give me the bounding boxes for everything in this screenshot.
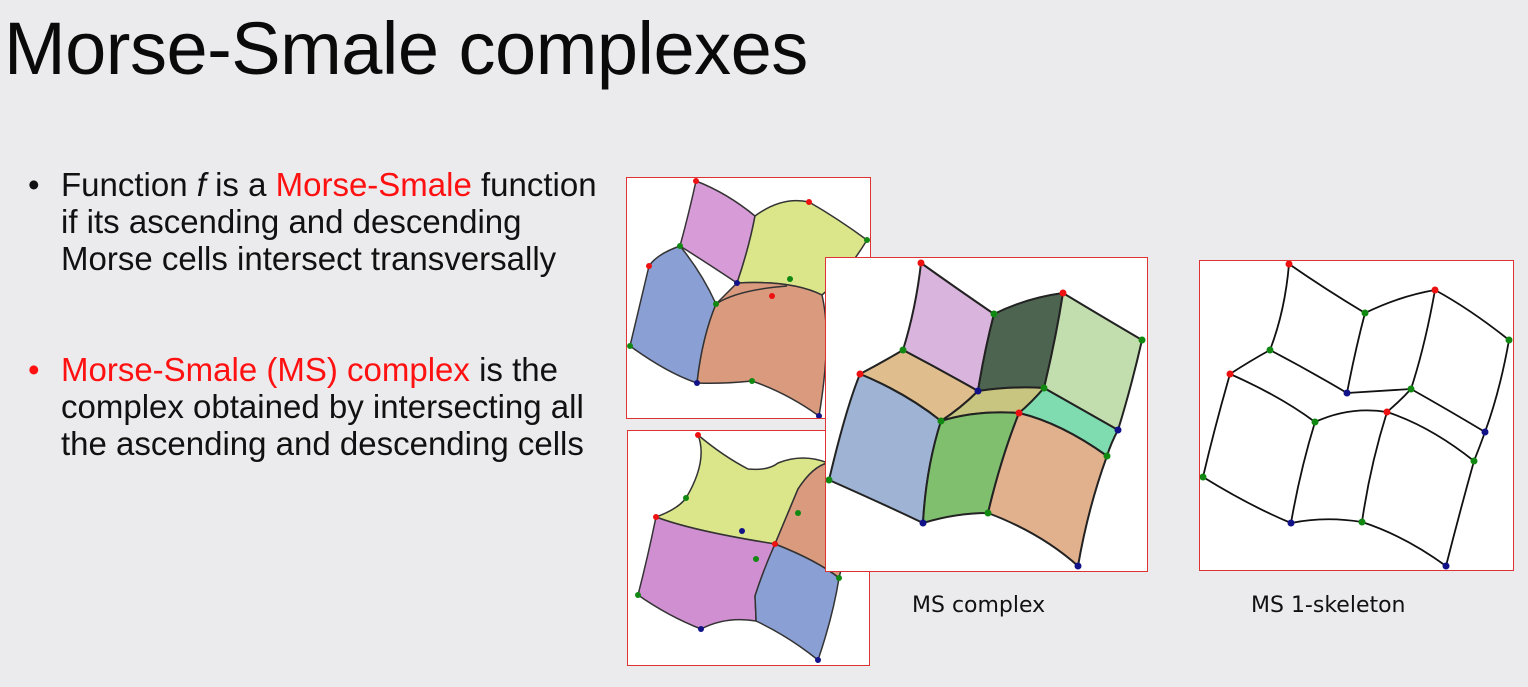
bullet-morse-smale-function: • Function f is a Morse-Smale function i…	[28, 166, 598, 277]
saddle-point	[826, 476, 833, 484]
maximum-point	[772, 541, 778, 547]
bullet1-mid: is a	[205, 166, 276, 203]
maximum-point	[1059, 289, 1067, 297]
maximum-point	[806, 199, 812, 205]
maximum-point	[695, 432, 701, 438]
bullet-marker: •	[28, 351, 40, 388]
ms-complex-caption: MS complex	[912, 593, 1046, 618]
maximum-point	[1431, 286, 1439, 294]
bullet-ms-complex: • Morse-Smale (MS) complex is the comple…	[28, 351, 598, 462]
bullet1-highlight: Morse-Smale	[275, 166, 472, 203]
maximum-point	[1285, 261, 1293, 268]
bullet1-pre: Function	[61, 166, 197, 203]
minimum-point	[815, 657, 821, 663]
ms-skeleton-figure	[1200, 261, 1513, 570]
saddle-point	[677, 243, 683, 249]
minimum-point	[1287, 519, 1295, 527]
saddle-point	[713, 301, 719, 307]
maximum-point	[856, 370, 864, 378]
saddle-point	[753, 556, 759, 562]
minimum-point	[1074, 562, 1082, 570]
bullet1-var: f	[196, 166, 206, 203]
cell-blue	[754, 543, 840, 662]
bullet2-post: is the complex obtained by intersecting …	[61, 351, 584, 462]
slide-title: Morse-Smale complexes	[4, 7, 808, 90]
maximum-point	[1015, 409, 1023, 417]
minimum-point	[698, 626, 704, 632]
maximum-point	[1383, 408, 1391, 416]
saddle-point	[899, 346, 907, 354]
bullet-marker: •	[28, 166, 40, 203]
saddle-point	[1266, 346, 1274, 354]
saddle-point	[1103, 452, 1111, 460]
saddle-point	[1200, 473, 1207, 481]
maximum-point	[646, 263, 652, 269]
saddle-point	[1505, 336, 1513, 344]
maximum-point	[769, 293, 775, 299]
minimum-point	[739, 528, 745, 534]
saddle-point	[1407, 385, 1415, 393]
ms-skeleton-panel	[1199, 260, 1514, 571]
bullet-list: • Function f is a Morse-Smale function i…	[28, 166, 598, 462]
saddle-point	[683, 495, 689, 501]
saddle-point	[864, 237, 870, 243]
saddle-point	[984, 509, 992, 517]
maximum-point	[693, 178, 699, 184]
descending-cells-figure	[635, 432, 857, 663]
saddle-point	[1361, 309, 1369, 317]
maximum-point	[653, 514, 659, 520]
saddle-point	[937, 417, 945, 425]
ms-complex-panel	[825, 257, 1148, 572]
ms-complex-figure	[826, 259, 1146, 570]
saddle-point	[836, 575, 842, 581]
saddle-point	[1138, 336, 1146, 344]
saddle-point	[1470, 457, 1478, 465]
minimum-point	[734, 280, 740, 286]
saddle-point	[795, 510, 801, 516]
saddle-point	[1358, 518, 1366, 526]
saddle-point	[990, 310, 998, 318]
saddle-point	[627, 343, 633, 349]
saddle-point	[635, 592, 641, 598]
maximum-point	[917, 259, 925, 267]
saddle-point	[1311, 418, 1319, 426]
saddle-point	[1040, 384, 1048, 392]
minimum-point	[919, 519, 927, 527]
minimum-point	[816, 413, 822, 418]
ms-skeleton-caption: MS 1-skeleton	[1251, 593, 1406, 618]
minimum-point	[1343, 389, 1351, 397]
minimum-point	[1481, 428, 1489, 436]
minimum-point	[974, 387, 982, 395]
bullet1-post: function if its ascending and descending…	[61, 166, 597, 277]
maximum-point	[1226, 370, 1234, 378]
saddle-point	[749, 378, 755, 384]
minimum-point	[694, 380, 700, 386]
minimum-point	[1114, 426, 1122, 434]
saddle-point	[787, 276, 793, 282]
bullet2-highlight: Morse-Smale (MS) complex	[61, 351, 470, 388]
minimum-point	[1442, 562, 1450, 570]
